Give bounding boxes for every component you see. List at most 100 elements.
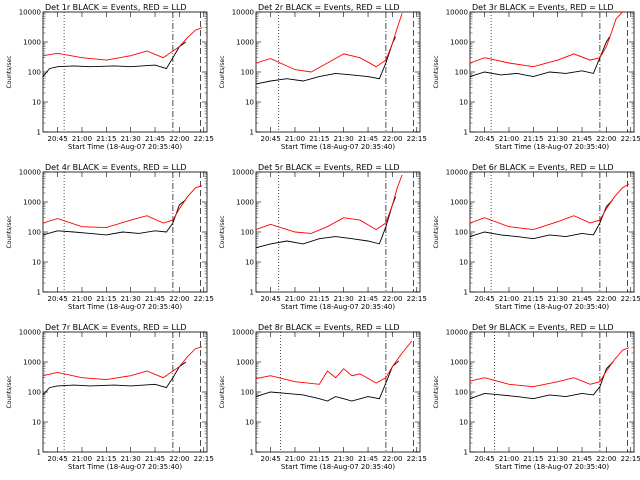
- x-tick-label: 22:00: [596, 455, 616, 463]
- y-tick-label: 10: [32, 99, 41, 107]
- x-tick-label: 21:15: [309, 135, 329, 143]
- lld-series-line: [42, 27, 203, 61]
- x-tick-label: 21:15: [523, 135, 543, 143]
- events-series-line: [255, 196, 397, 249]
- x-tick-label: 20:45: [261, 455, 281, 463]
- y-tick-label: 100: [28, 69, 41, 77]
- plot-frame: [42, 331, 208, 453]
- plot-frame: [469, 171, 635, 293]
- y-tick-label: 1000: [236, 39, 254, 47]
- y-tick-label: 10000: [446, 9, 468, 17]
- y-axis-label: Counts/sec: [433, 215, 440, 248]
- x-tick-label: 21:45: [572, 135, 592, 143]
- y-tick-label: 100: [455, 229, 468, 237]
- y-tick-label: 10: [32, 259, 41, 267]
- x-tick-label: 22:15: [194, 135, 214, 143]
- x-tick-label: 20:45: [48, 135, 68, 143]
- x-tick-label: 21:00: [285, 295, 305, 303]
- x-tick-label: 21:30: [334, 295, 354, 303]
- x-tick-label: 21:30: [334, 135, 354, 143]
- x-tick-label: 21:00: [72, 295, 92, 303]
- y-axis-label: Counts/sec: [6, 55, 13, 88]
- y-tick-label: 100: [28, 229, 41, 237]
- x-axis-label: Start Time (18-Aug-07 20:35:40): [281, 463, 395, 471]
- y-tick-label: 10000: [19, 169, 41, 177]
- panel-title: Det 7r BLACK = Events, RED = LLD: [45, 323, 187, 332]
- y-tick-label: 1: [250, 289, 254, 297]
- y-axis-label: Counts/sec: [219, 375, 226, 408]
- x-tick-label: 21:45: [572, 455, 592, 463]
- x-tick-label: 21:45: [145, 295, 165, 303]
- y-tick-label: 1: [37, 449, 41, 457]
- y-tick-label: 1000: [23, 39, 41, 47]
- lld-series-line: [469, 11, 623, 68]
- y-tick-label: 100: [241, 69, 254, 77]
- panel-title: Det 2r BLACK = Events, RED = LLD: [258, 3, 400, 12]
- y-tick-label: 100: [28, 389, 41, 397]
- x-tick-label: 21:15: [96, 455, 116, 463]
- x-tick-label: 22:00: [382, 455, 402, 463]
- detector-panel: Det 6r BLACK = Events, RED = LLD 1 10 100 10…: [433, 163, 640, 311]
- y-tick-label: 1: [37, 129, 41, 137]
- x-tick-label: 21:30: [121, 455, 141, 463]
- x-tick-label: 21:00: [72, 455, 92, 463]
- y-tick-label: 10000: [19, 329, 41, 337]
- y-tick-label: 100: [241, 389, 254, 397]
- x-axis-label: Start Time (18-Aug-07 20:35:40): [495, 303, 609, 311]
- lld-series-line: [42, 185, 203, 229]
- y-tick-label: 10: [245, 419, 254, 427]
- x-tick-label: 21:00: [72, 135, 92, 143]
- x-tick-label: 21:30: [548, 135, 568, 143]
- x-tick-label: 20:45: [475, 135, 495, 143]
- y-tick-label: 10000: [19, 9, 41, 17]
- x-tick-label: 21:30: [121, 295, 141, 303]
- x-tick-label: 22:00: [596, 135, 616, 143]
- panel-title: Det 1r BLACK = Events, RED = LLD: [45, 3, 187, 12]
- x-tick-label: 22:00: [169, 455, 189, 463]
- lld-series-line: [255, 13, 403, 73]
- detector-panel: Det 1r BLACK = Events, RED = LLD 1 10 100 10…: [6, 3, 214, 151]
- y-tick-label: 10000: [232, 329, 254, 337]
- x-tick-label: 22:00: [382, 135, 402, 143]
- panel-title: Det 9r BLACK = Events, RED = LLD: [472, 323, 614, 332]
- x-tick-label: 21:00: [285, 135, 305, 143]
- lld-series-line: [255, 340, 413, 385]
- x-axis-label: Start Time (18-Aug-07 20:35:40): [68, 143, 182, 151]
- x-tick-label: 22:00: [169, 295, 189, 303]
- panel-title: Det 4r BLACK = Events, RED = LLD: [45, 163, 187, 172]
- panel-title: Det 5r BLACK = Events, RED = LLD: [258, 163, 400, 172]
- panel-title: Det 6r BLACK = Events, RED = LLD: [472, 163, 614, 172]
- events-series-line: [469, 361, 614, 400]
- x-axis-label: Start Time (18-Aug-07 20:35:40): [281, 303, 395, 311]
- y-tick-label: 10: [32, 419, 41, 427]
- y-tick-label: 1000: [23, 199, 41, 207]
- x-tick-label: 21:00: [499, 295, 519, 303]
- events-series-line: [42, 199, 187, 236]
- x-tick-label: 20:45: [475, 295, 495, 303]
- x-tick-label: 22:00: [169, 135, 189, 143]
- lld-series-line: [255, 174, 403, 234]
- x-tick-label: 22:15: [621, 295, 640, 303]
- x-tick-label: 20:45: [48, 455, 68, 463]
- y-tick-label: 10000: [232, 9, 254, 17]
- plot-frame: [255, 171, 421, 293]
- events-series-line: [255, 36, 397, 85]
- y-tick-label: 1000: [23, 359, 41, 367]
- y-tick-label: 10000: [446, 329, 468, 337]
- events-series-line: [42, 361, 187, 396]
- y-tick-label: 10: [459, 259, 468, 267]
- detector-panel: Det 4r BLACK = Events, RED = LLD 1 10 100 10…: [6, 163, 214, 311]
- x-tick-label: 21:45: [145, 135, 165, 143]
- events-series-line: [255, 360, 400, 402]
- x-tick-label: 22:15: [407, 135, 427, 143]
- y-tick-label: 100: [455, 69, 468, 77]
- y-tick-label: 1: [250, 449, 254, 457]
- x-tick-label: 21:45: [572, 295, 592, 303]
- x-tick-label: 21:45: [358, 455, 378, 463]
- y-tick-label: 1000: [450, 359, 468, 367]
- detector-panel: Det 2r BLACK = Events, RED = LLD 1 10 100 10…: [219, 3, 427, 151]
- detector-panel: Det 3r BLACK = Events, RED = LLD 1 10 100 10…: [433, 3, 640, 151]
- x-tick-label: 20:45: [261, 295, 281, 303]
- x-tick-label: 21:30: [548, 295, 568, 303]
